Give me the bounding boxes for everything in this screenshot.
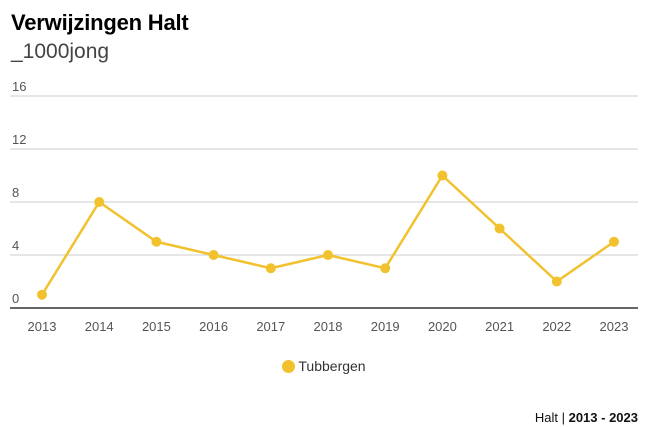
chart-title: Verwijzingen Halt — [11, 10, 189, 35]
x-tick-label: 2020 — [428, 319, 457, 334]
line-chart: 0 4 8 12 16 2013 2014 2015 2016 2017 2018 2019 2020 2… — [10, 79, 638, 334]
x-tick-label: 2021 — [485, 319, 514, 334]
y-tick-label: 0 — [12, 291, 19, 306]
legend-label: Tubbergen — [298, 358, 366, 374]
data-point — [437, 170, 448, 181]
x-tick-label: 2019 — [371, 319, 400, 334]
y-tick-label: 8 — [12, 185, 19, 200]
footer-source: Halt | 2013 - 2023 — [535, 410, 638, 425]
footer-range: 2013 - 2023 — [568, 410, 638, 425]
data-point — [494, 223, 505, 234]
data-point — [151, 236, 162, 247]
data-point — [37, 289, 47, 300]
y-tick-label: 4 — [12, 238, 19, 253]
x-tick-label: 2014 — [85, 319, 114, 334]
footer-source-name: Halt — [534, 410, 558, 425]
data-point — [551, 276, 562, 287]
data-point — [609, 236, 619, 247]
data-point — [208, 250, 219, 260]
x-tick-label: 2017 — [256, 319, 285, 334]
x-tick-label: 2013 — [28, 319, 57, 334]
data-point — [323, 250, 333, 260]
footer-separator: | — [557, 410, 569, 425]
y-tick-label: 16 — [12, 79, 26, 94]
chart-subtitle: _1000jong — [11, 40, 110, 63]
x-tick-label: 2016 — [199, 319, 228, 334]
y-tick-label: 12 — [12, 132, 26, 147]
legend[interactable]: Tubbergen — [0, 358, 648, 374]
x-tick-label: 2023 — [600, 319, 629, 334]
data-point — [265, 263, 276, 274]
x-tick-label: 2022 — [542, 319, 571, 334]
data-point — [380, 263, 391, 274]
legend-swatch — [282, 360, 296, 373]
series-line — [40, 174, 615, 296]
x-tick-label: 2015 — [142, 319, 171, 334]
data-point — [94, 197, 105, 207]
x-tick-label: 2018 — [314, 319, 343, 334]
